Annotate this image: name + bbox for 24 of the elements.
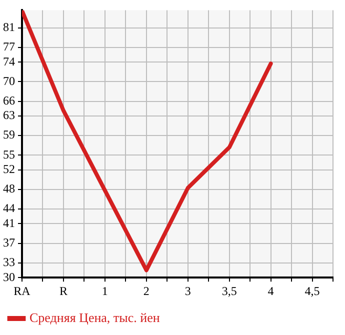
- x-tick-label: 3: [184, 284, 191, 298]
- x-tick-label: RA: [14, 284, 31, 298]
- y-tick-label: 70: [3, 74, 15, 88]
- x-tick-label: 1: [102, 284, 108, 298]
- y-tick-label: 48: [3, 182, 15, 196]
- y-tick-label: 52: [3, 162, 15, 176]
- y-tick-label: 66: [3, 93, 15, 108]
- x-tick-label: 2: [143, 284, 150, 298]
- y-tick-label: 55: [3, 147, 15, 162]
- y-tick-label: 77: [3, 40, 15, 54]
- y-tick-label: 44: [3, 201, 15, 216]
- legend-label: Средняя Цена, тыс. йен: [30, 310, 160, 325]
- x-tick-label: 4: [268, 284, 274, 298]
- x-tick-label: 3,5: [222, 284, 237, 298]
- y-tick-label: 30: [3, 270, 15, 284]
- y-tick-label: 81: [3, 20, 15, 34]
- y-tick-label: 41: [3, 216, 15, 230]
- x-tick-label: R: [59, 284, 68, 298]
- y-tick-label: 59: [3, 128, 15, 142]
- x-tick-label: 4,5: [304, 284, 320, 298]
- y-tick-label: 63: [3, 108, 15, 122]
- y-tick-label: 37: [3, 235, 15, 250]
- y-tick-label: 74: [3, 54, 15, 68]
- y-tick-label: 33: [3, 255, 15, 270]
